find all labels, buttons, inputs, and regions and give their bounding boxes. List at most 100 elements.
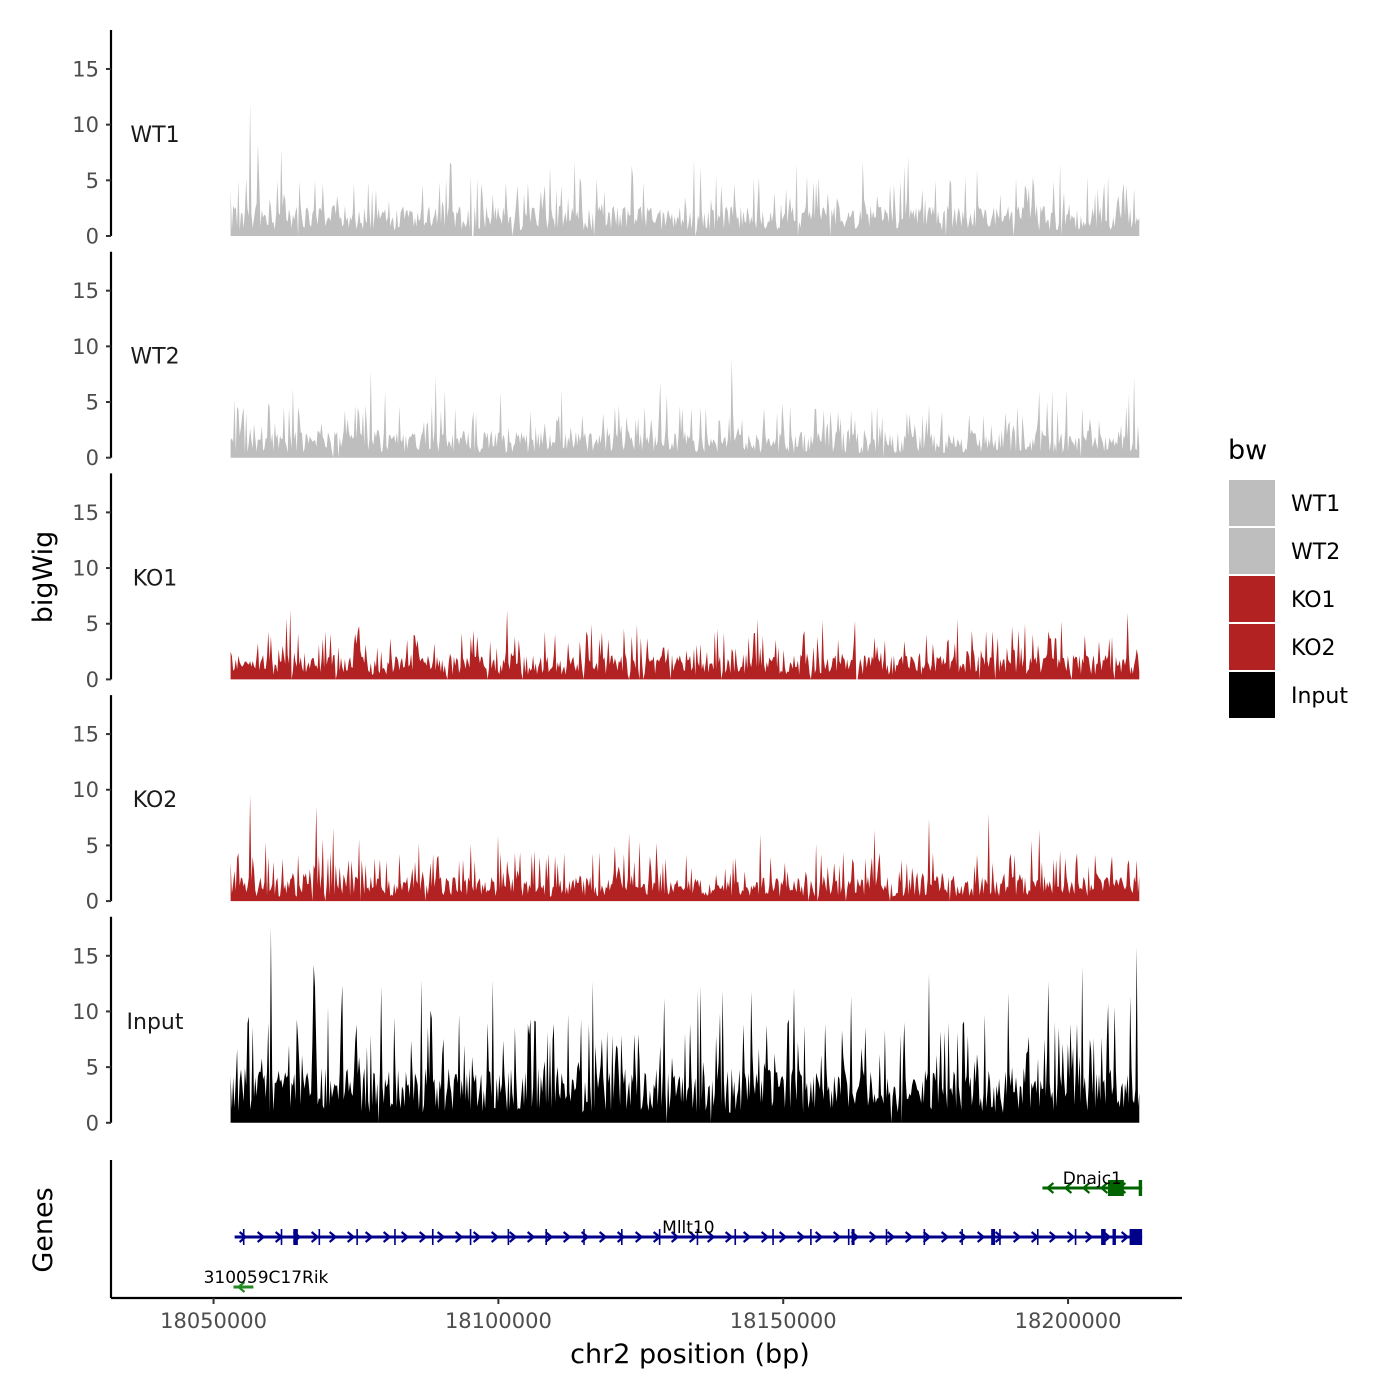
strand-arrow (1081, 1182, 1091, 1194)
gene-dnajc1: Dnajc1 (1042, 1169, 1143, 1196)
strand-arrow (706, 1231, 716, 1243)
gene-track: Dnajc1 Mllt10 310059C17Rik (109, 1160, 1143, 1298)
strand-arrow (400, 1231, 410, 1243)
strand-arrow (1063, 1182, 1073, 1194)
y-tick-label: 0 (86, 668, 99, 692)
facet-label-ko2: KO2 (133, 788, 178, 813)
strand-arrow (526, 1231, 536, 1243)
strand-arrow (382, 1231, 392, 1243)
strand-arrow (472, 1231, 482, 1243)
strand-arrow (904, 1231, 914, 1243)
strand-arrow (688, 1231, 698, 1243)
strand-arrow (832, 1231, 842, 1243)
legend-swatch (1229, 576, 1275, 622)
strand-arrow (778, 1231, 788, 1243)
y-tick-label: 10 (72, 778, 99, 802)
exon (1101, 1229, 1106, 1245)
strand-arrow (1012, 1231, 1022, 1243)
panel-input: 0 5 10 15 Input (72, 916, 1140, 1135)
exon (991, 1229, 996, 1245)
exon (293, 1229, 298, 1245)
strand-arrow (1045, 1182, 1055, 1194)
legend: WT1 WT2 KO1 KO2 Input (1229, 480, 1348, 718)
strand-arrow (976, 1231, 986, 1243)
genes-axis-title: Genes (28, 1187, 59, 1272)
strand-arrow (1048, 1231, 1058, 1243)
strand-arrow (236, 1281, 246, 1293)
exon (1107, 1180, 1124, 1196)
exon (1138, 1180, 1143, 1196)
y-tick-label: 10 (72, 557, 99, 581)
y-tick-label: 0 (86, 890, 99, 914)
strand-arrow (742, 1231, 752, 1243)
strand-arrow (454, 1231, 464, 1243)
legend-label: WT2 (1291, 540, 1340, 565)
facet-label-wt1: WT1 (130, 123, 179, 148)
strand-arrow (256, 1231, 266, 1243)
legend-swatch (1229, 528, 1275, 574)
legend-label: KO2 (1291, 636, 1336, 661)
y-tick-label: 5 (86, 612, 99, 636)
strand-arrow (670, 1231, 680, 1243)
y-tick-label: 15 (72, 57, 99, 81)
track-panels: 0 5 10 15 WT1 0 5 10 15 WT2 0 5 10 15 KO1 0 5 10 15 KO2 0 5 10… (72, 30, 1140, 1135)
strand-arrow (994, 1231, 1004, 1243)
facet-label-ko1: KO1 (133, 566, 178, 591)
strand-arrow (1066, 1231, 1076, 1243)
legend-label: Input (1291, 684, 1348, 709)
y-tick-label: 5 (86, 391, 99, 415)
exon (1129, 1229, 1143, 1245)
strand-arrow (760, 1231, 770, 1243)
legend-label: KO1 (1291, 588, 1336, 613)
x-axis-title: chr2 position (bp) (570, 1339, 810, 1370)
y-tick-label: 0 (86, 1111, 99, 1135)
legend-item-input: Input (1229, 672, 1348, 718)
x-tick-label: 18050000 (160, 1309, 267, 1333)
x-axis: 18050000 18100000 18150000 18200000 (111, 1296, 1182, 1333)
signal-area-wt1 (230, 102, 1140, 237)
gene-label: Mllt10 (662, 1218, 714, 1238)
y-tick-label: 10 (72, 335, 99, 359)
facet-label-wt2: WT2 (130, 345, 179, 370)
exon (1112, 1229, 1116, 1245)
panel-ko2: 0 5 10 15 KO2 (72, 695, 1140, 914)
signal-area-ko2 (230, 795, 1140, 902)
y-tick-label: 0 (86, 446, 99, 470)
strand-arrow (364, 1231, 374, 1243)
y-tick-label: 5 (86, 169, 99, 193)
strand-arrow (598, 1231, 608, 1243)
legend-swatch (1229, 624, 1275, 670)
strand-arrow (1120, 1231, 1130, 1243)
legend-title: bw (1228, 435, 1267, 466)
strand-arrow (346, 1231, 356, 1243)
y-tick-label: 10 (72, 113, 99, 137)
y-tick-label: 15 (72, 944, 99, 968)
y-tick-label: 0 (86, 225, 99, 249)
strand-arrow (1084, 1231, 1094, 1243)
strand-arrow (310, 1231, 320, 1243)
legend-swatch (1229, 672, 1275, 718)
strand-arrow (796, 1231, 806, 1243)
y-tick-label: 5 (86, 834, 99, 858)
strand-arrow (616, 1231, 626, 1243)
exon (851, 1229, 855, 1245)
gene-4930410059c17rik: 310059C17Rik (204, 1268, 329, 1293)
strand-arrow (724, 1231, 734, 1243)
strand-arrow (1099, 1182, 1109, 1194)
gene-mllt10: Mllt10 (234, 1218, 1143, 1245)
y-axis-title: bigWig (28, 531, 59, 624)
gene-label: 310059C17Rik (204, 1268, 329, 1288)
strand-arrow (436, 1231, 446, 1243)
gene-label: Dnajc1 (1063, 1169, 1122, 1189)
facet-label-input: Input (127, 1010, 184, 1035)
legend-item-ko2: KO2 (1229, 624, 1336, 670)
strand-arrow (634, 1231, 644, 1243)
x-tick-label: 18100000 (445, 1309, 552, 1333)
strand-arrow (418, 1231, 428, 1243)
strand-arrow (886, 1231, 896, 1243)
x-tick-label: 18200000 (1015, 1309, 1122, 1333)
legend-item-wt2: WT2 (1229, 528, 1340, 574)
legend-item-wt1: WT1 (1229, 480, 1340, 526)
strand-arrow (814, 1231, 824, 1243)
y-tick-label: 5 (86, 1056, 99, 1080)
